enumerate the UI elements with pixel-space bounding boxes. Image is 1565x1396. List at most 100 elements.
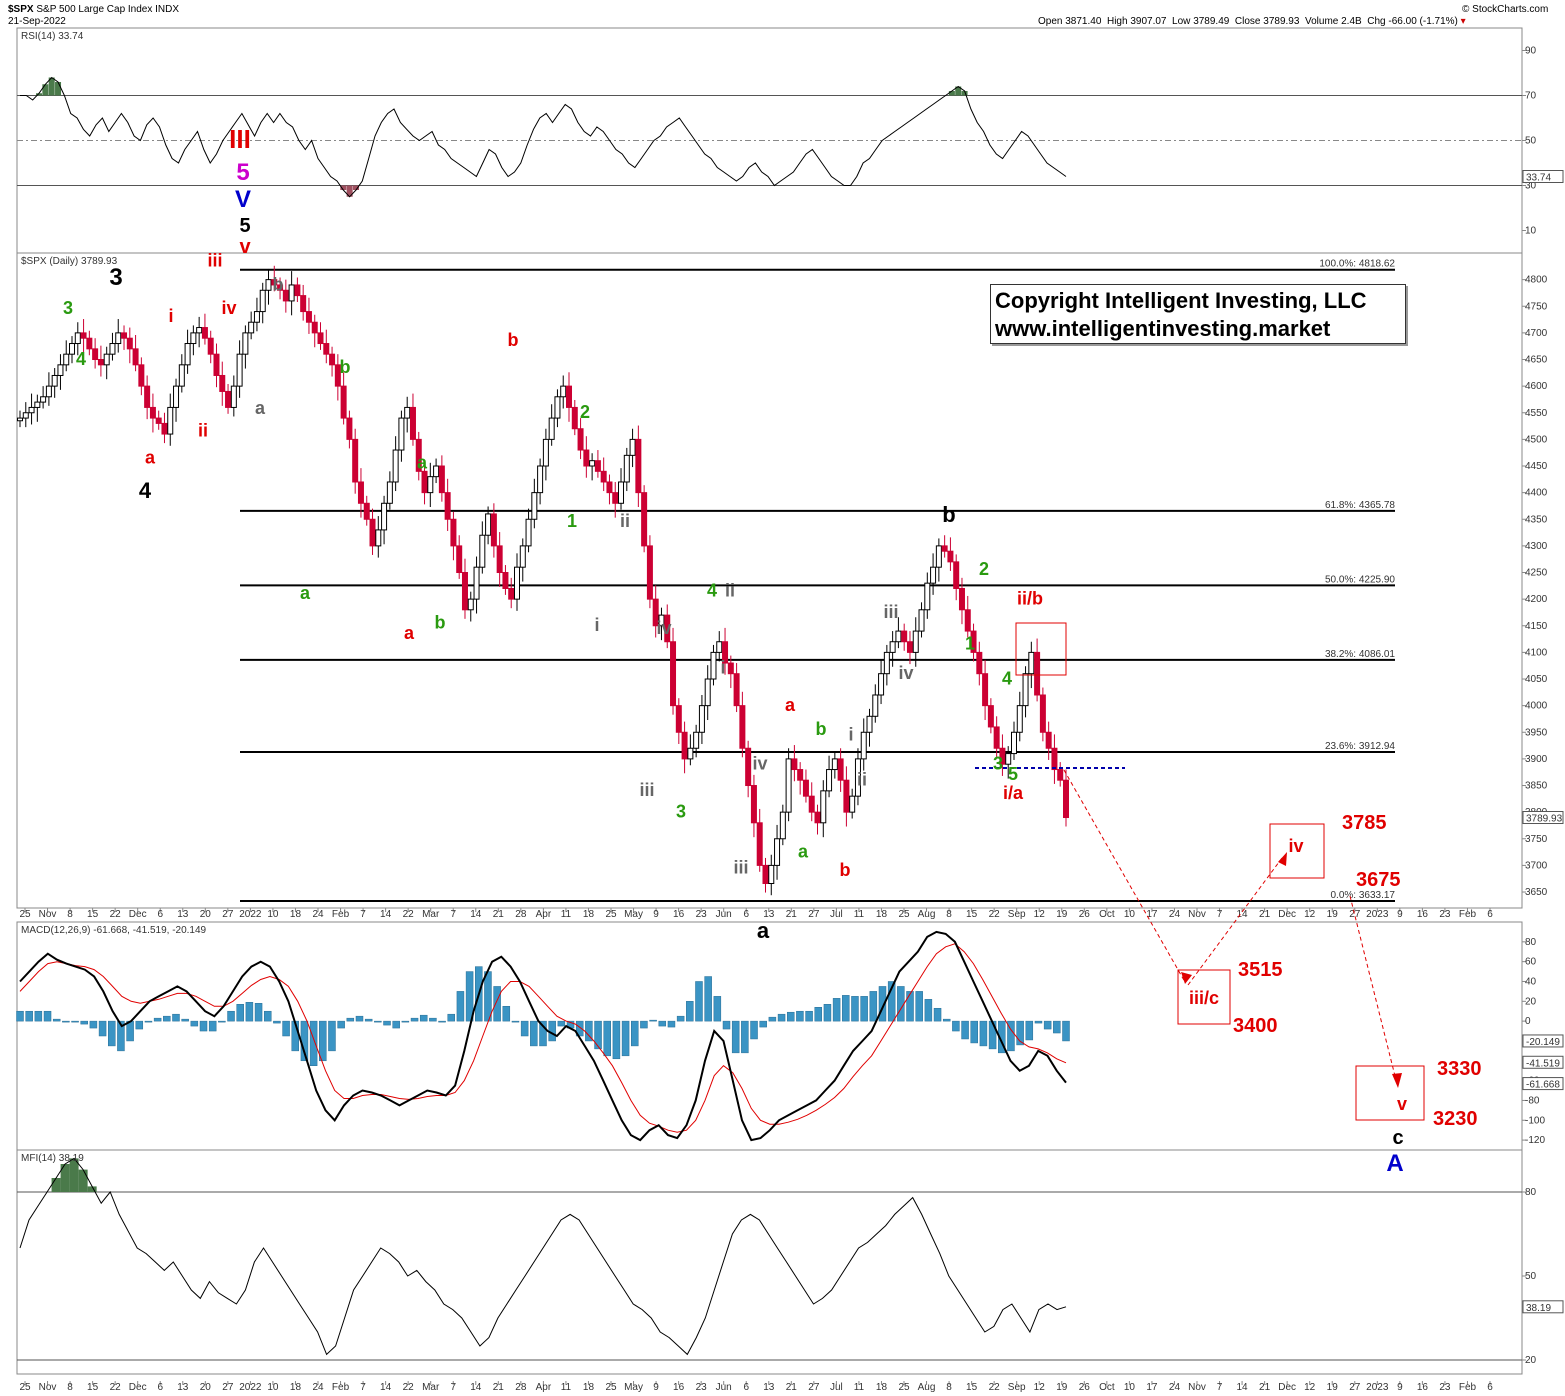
candle-body bbox=[92, 348, 99, 361]
price-tick-label: 4300 bbox=[1525, 541, 1548, 552]
x-tick-label: Apr bbox=[536, 909, 552, 920]
x-tick-label: 8 bbox=[946, 1382, 952, 1393]
candle-body bbox=[207, 337, 214, 355]
candle-body bbox=[490, 513, 497, 547]
x-tick-label: 11 bbox=[854, 1382, 865, 1393]
candle-body bbox=[722, 641, 729, 664]
macd-histogram-bar bbox=[1062, 1020, 1070, 1042]
fib-label: 38.2%: 4086.01 bbox=[1325, 649, 1395, 660]
macd-histogram-bar bbox=[410, 1017, 419, 1022]
macd-histogram-bar bbox=[163, 1015, 171, 1022]
x-tick-label: 2023 bbox=[1366, 1382, 1389, 1393]
price-panel: 100.0%: 4818.62 61.8%: 4365.78 50.0%: 4225… bbox=[17, 259, 1395, 902]
wave-label: b bbox=[435, 612, 446, 632]
candle-body bbox=[126, 337, 133, 350]
x-tick-label: Aug bbox=[918, 1382, 936, 1393]
candle-body bbox=[242, 332, 249, 355]
candle-body bbox=[912, 630, 919, 653]
stockcharts-credit[interactable]: © StockCharts.com bbox=[1462, 4, 1549, 15]
x-tick-label: 26 bbox=[1079, 1382, 1091, 1393]
candle-body bbox=[906, 641, 913, 653]
x-tick-label: 8 bbox=[67, 1382, 73, 1393]
macd-histogram-bar bbox=[71, 1020, 79, 1023]
arrow-head bbox=[1392, 1073, 1402, 1088]
macd-histogram-bar bbox=[961, 1020, 969, 1040]
wave-label: b bbox=[508, 330, 519, 350]
macd-histogram-bar bbox=[181, 1018, 189, 1022]
candle-body bbox=[225, 390, 232, 408]
dropdown-icon[interactable]: ▾ bbox=[1460, 16, 1466, 27]
macd-tick-label: 80 bbox=[1525, 937, 1537, 948]
candle-body bbox=[964, 609, 971, 632]
candle-body bbox=[860, 731, 867, 760]
x-tick-label: 2022 bbox=[239, 909, 262, 920]
x-tick-label: 11 bbox=[561, 909, 572, 920]
candle-body bbox=[953, 561, 960, 589]
macd-histogram-bar bbox=[676, 1015, 685, 1022]
rsi-tick-label: 10 bbox=[1525, 226, 1537, 237]
x-tick-label: 24 bbox=[312, 909, 324, 920]
x-tick-label: 19 bbox=[1056, 1382, 1068, 1393]
candle-body bbox=[646, 545, 653, 600]
wave-label: iv bbox=[221, 298, 236, 318]
macd-histogram-bar bbox=[612, 1020, 621, 1060]
close-value: 3789.93 bbox=[1263, 16, 1300, 27]
candle-body bbox=[548, 417, 555, 440]
candle-body bbox=[404, 406, 411, 419]
x-tick-label: Dec bbox=[1278, 909, 1296, 920]
candle-body bbox=[878, 673, 885, 696]
x-tick-label: 12 bbox=[1034, 909, 1046, 920]
website-line[interactable]: www.intelligentinvesting.market bbox=[995, 316, 1331, 341]
candle-body bbox=[542, 438, 549, 467]
x-tick-label: 21 bbox=[493, 1382, 505, 1393]
wave-label: b bbox=[340, 357, 351, 377]
macd-histogram-bar bbox=[777, 1013, 786, 1022]
x-tick-label: 9 bbox=[1397, 909, 1403, 920]
macd-histogram-bar bbox=[172, 1013, 180, 1022]
candle-body bbox=[461, 572, 468, 611]
price-tick-label: 3950 bbox=[1525, 727, 1548, 738]
x-tick-label: 9 bbox=[653, 1382, 659, 1393]
candle-body bbox=[854, 758, 861, 797]
wave-label: i bbox=[848, 724, 853, 744]
candle-body bbox=[797, 769, 804, 781]
candle-body bbox=[1028, 651, 1035, 675]
x-tick-label: 13 bbox=[177, 909, 189, 920]
macd-histogram-bar bbox=[594, 1020, 602, 1050]
candle-body bbox=[652, 598, 659, 627]
price-frame bbox=[16, 252, 1523, 909]
candle-body bbox=[820, 790, 827, 824]
price-tick-label: 4450 bbox=[1525, 461, 1548, 472]
macd-histogram-bar bbox=[988, 1020, 997, 1050]
candle-body bbox=[311, 321, 318, 334]
macd-histogram-bar bbox=[117, 1020, 125, 1052]
x-tick-label: 10 bbox=[1124, 909, 1136, 920]
macd-histogram-bar bbox=[1043, 1020, 1052, 1030]
candle-body bbox=[115, 332, 122, 345]
x-tick-label: Jun bbox=[716, 1382, 732, 1393]
macd-histogram-bar bbox=[557, 1020, 566, 1027]
target-value: 3400 bbox=[1233, 1015, 1278, 1037]
x-tick-label: 6 bbox=[1487, 1382, 1493, 1393]
macd-histogram-bar bbox=[768, 1016, 777, 1022]
fib-label: 23.6%: 3912.94 bbox=[1325, 741, 1395, 752]
macd-histogram-bar bbox=[942, 1018, 951, 1022]
date-label: 21-Sep-2022 bbox=[8, 16, 66, 27]
x-tick-label: 16 bbox=[673, 1382, 685, 1393]
candle-body bbox=[277, 284, 284, 291]
macd-histogram-bar bbox=[970, 1020, 978, 1044]
x-tick-label: 6 bbox=[743, 1382, 749, 1393]
x-tick-label: 17 bbox=[1146, 909, 1158, 920]
macd-histogram-bar bbox=[89, 1020, 98, 1029]
candle-body bbox=[982, 673, 989, 707]
x-tick-label: 23 bbox=[696, 1382, 708, 1393]
x-tick-label: 22 bbox=[110, 1382, 122, 1393]
ohlc-readout: Open 3871.40 High 3907.07 Low 3789.49 Cl… bbox=[1038, 16, 1466, 27]
x-tick-label: 13 bbox=[177, 1382, 189, 1393]
macd-histogram-bar bbox=[814, 1007, 823, 1022]
macd-histogram-bar bbox=[218, 1020, 226, 1023]
target-value: 3675 bbox=[1356, 869, 1401, 891]
x-tick-label: Nov bbox=[39, 1382, 57, 1393]
wave-label: iii bbox=[883, 602, 898, 622]
macd-histogram-bar bbox=[208, 1020, 217, 1032]
